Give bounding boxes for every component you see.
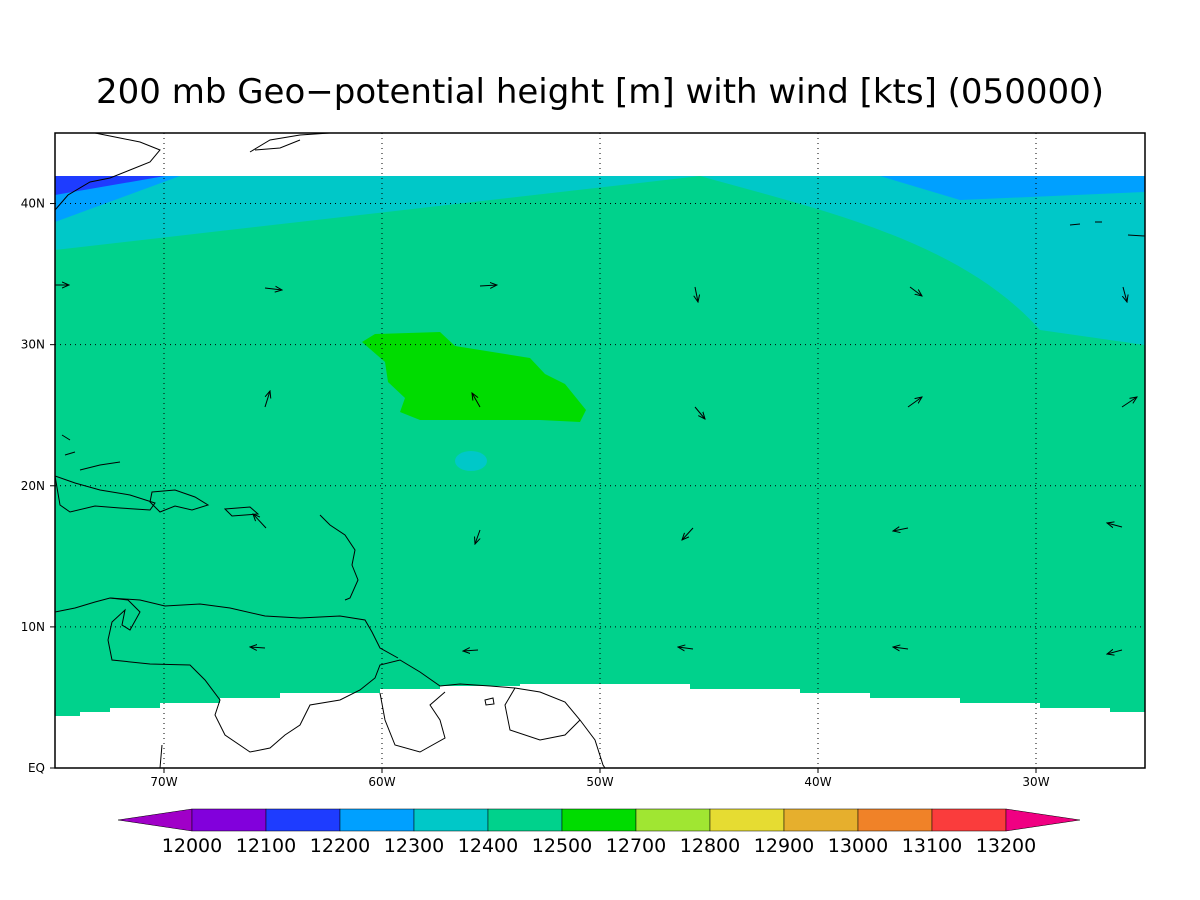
antilles [319,514,359,601]
bahamas [61,434,121,471]
map-title: 200 mb Geo−potential height [m] with win… [96,72,1104,112]
height-field [55,133,1145,768]
wind-arrow [893,528,909,531]
wind-arrow [1107,523,1123,527]
y-tick-label: 40N [21,197,45,211]
colorbar-label: 13100 [902,835,962,857]
colorbar-label: 13000 [828,835,888,857]
islands [159,221,1145,768]
fill-12300 [455,451,487,471]
colorbar-swatch [931,808,1007,832]
colorbar-label: 12100 [236,835,296,857]
colorbar: 12000 12100 12200 12300 12400 12500 12700 12800… [117,808,1081,857]
undefined-region [55,684,1145,768]
coastline [249,133,331,153]
wind-arrow [1123,286,1127,302]
colorbar-arrow [117,808,193,832]
cuba [55,475,156,513]
colorbar-arrow [1005,808,1081,832]
south-america-coast [55,597,606,768]
colorbar-swatch [339,808,415,832]
border [379,687,581,753]
wind-arrow [909,286,922,296]
graticule [55,133,1145,768]
wind-arrow [264,391,270,408]
wind-arrow [463,650,479,651]
colorbar-swatch [191,808,267,832]
fill-12200 [55,176,1145,222]
wind-arrow [1107,650,1123,654]
fill-12100 [55,176,165,195]
colorbar-label: 12900 [754,835,814,857]
colorbar-label: 12700 [606,835,666,857]
wind-vectors [55,285,1137,654]
wind-arrow [479,285,497,286]
coastlines [55,133,1145,768]
colorbar-label: 12500 [532,835,592,857]
colorbar-label: 12300 [384,835,444,857]
colorbar-swatch [783,808,859,832]
fill-12300 [55,176,1145,345]
axes: 70W 60W 50W 40W 30W EQ 10N 20N 30N 40N [21,197,1050,789]
colorbar-swatch [709,808,785,832]
y-tick-label: EQ [28,761,45,775]
wind-arrow [264,288,282,290]
wind-arrow [682,527,694,540]
colorbar-swatch [635,808,711,832]
wind-arrow [695,286,698,302]
colorbar-swatch [413,808,489,832]
x-tick-label: 40W [804,775,831,789]
island [484,697,495,706]
colorbar-swatch [561,808,637,832]
y-tick-label: 30N [21,338,45,352]
fill-12500 [362,332,586,422]
venezuela-coast [109,597,399,659]
x-tick-label: 30W [1022,775,1049,789]
hispaniola [149,489,210,513]
fill-12400 [55,176,1145,768]
y-tick-label: 20N [21,479,45,493]
colorbar-label: 12800 [680,835,740,857]
x-tick-label: 70W [150,775,177,789]
x-tick-label: 50W [586,775,613,789]
colorbar-swatch [487,808,563,832]
undefined-region [55,133,1145,176]
colorbar-swatch [857,808,933,832]
x-tick-label: 60W [368,775,395,789]
wind-arrow [678,647,694,649]
coastline [55,133,161,211]
colorbar-label: 13200 [976,835,1036,857]
wind-arrow [907,397,922,408]
wind-arrow [472,393,481,408]
wind-arrow [253,514,267,529]
y-tick-label: 10N [21,620,45,634]
wind-arrow [694,406,705,419]
colorbar-label: 12400 [458,835,518,857]
colorbar-swatch [265,808,341,832]
wind-arrow [250,647,266,648]
colorbar-label: 12000 [162,835,222,857]
wind-arrow [475,529,480,544]
wind-arrow [1121,397,1137,408]
wind-arrow [893,647,909,649]
colorbar-label: 12200 [310,835,370,857]
